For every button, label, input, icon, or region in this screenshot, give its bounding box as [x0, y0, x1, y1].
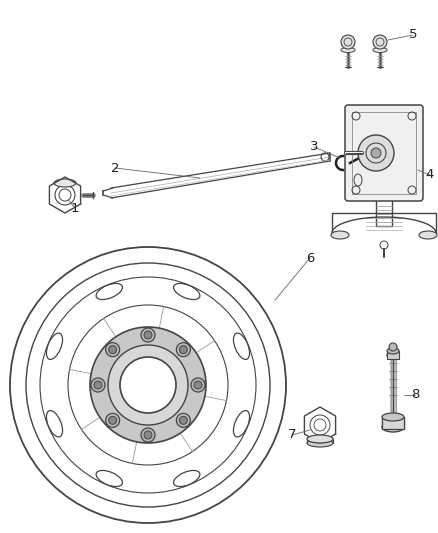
Ellipse shape [54, 179, 76, 187]
Ellipse shape [382, 413, 404, 421]
Text: 4: 4 [426, 168, 434, 182]
Circle shape [106, 343, 120, 357]
Text: 6: 6 [306, 252, 314, 264]
Text: 7: 7 [288, 429, 296, 441]
Circle shape [179, 345, 187, 353]
Circle shape [144, 431, 152, 439]
Ellipse shape [173, 471, 200, 487]
Circle shape [141, 328, 155, 342]
Circle shape [191, 378, 205, 392]
Text: 5: 5 [409, 28, 417, 42]
Circle shape [120, 357, 176, 413]
Circle shape [373, 35, 387, 49]
Ellipse shape [387, 351, 399, 359]
FancyBboxPatch shape [345, 105, 423, 201]
Circle shape [109, 345, 117, 353]
Ellipse shape [387, 348, 399, 354]
Text: 3: 3 [310, 141, 318, 154]
Ellipse shape [382, 422, 404, 432]
Circle shape [10, 247, 286, 523]
Text: 8: 8 [411, 389, 419, 401]
Circle shape [106, 414, 120, 427]
Ellipse shape [96, 284, 123, 300]
Ellipse shape [96, 471, 123, 487]
Ellipse shape [233, 333, 250, 359]
Circle shape [371, 148, 381, 158]
Ellipse shape [307, 435, 333, 443]
Ellipse shape [173, 284, 200, 300]
Circle shape [109, 416, 117, 424]
Ellipse shape [233, 410, 250, 437]
Ellipse shape [373, 47, 387, 52]
Circle shape [194, 381, 202, 389]
Circle shape [177, 343, 191, 357]
Circle shape [91, 378, 105, 392]
Text: 1: 1 [71, 201, 79, 214]
Circle shape [144, 331, 152, 339]
Circle shape [389, 343, 397, 351]
Ellipse shape [419, 231, 437, 239]
Circle shape [141, 428, 155, 442]
Bar [387, 351, 399, 359]
Ellipse shape [341, 47, 355, 52]
Bar [382, 417, 404, 429]
Circle shape [177, 414, 191, 427]
Text: 2: 2 [111, 161, 119, 174]
Circle shape [341, 35, 355, 49]
Ellipse shape [46, 410, 63, 437]
Circle shape [90, 327, 206, 443]
Circle shape [108, 345, 188, 425]
Ellipse shape [307, 439, 333, 447]
Ellipse shape [46, 333, 63, 359]
Circle shape [94, 381, 102, 389]
Ellipse shape [331, 231, 349, 239]
Bar [352, 112, 416, 194]
Circle shape [358, 135, 394, 171]
Circle shape [179, 416, 187, 424]
